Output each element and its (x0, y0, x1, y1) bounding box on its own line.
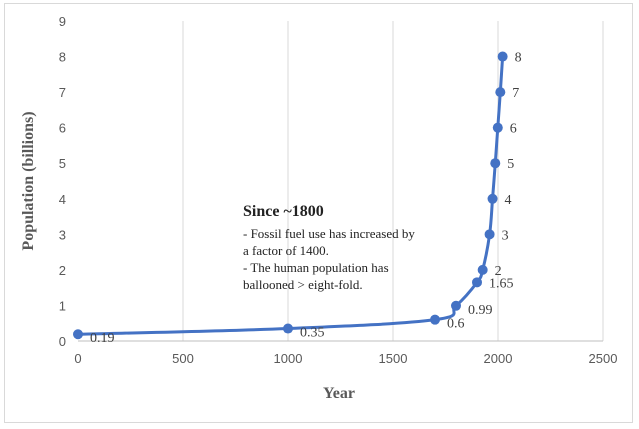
y-tick-label: 2 (59, 263, 66, 278)
annotation-box: Since ~1800 - Fossil fuel use has increa… (243, 203, 458, 293)
data-point (430, 314, 440, 325)
data-label: 0.19 (90, 331, 115, 346)
data-point (495, 87, 506, 98)
data-label: 3 (502, 228, 509, 243)
data-label: 5 (507, 157, 514, 172)
data-labels: 0.19 0.35 0.60.99 1.652 3 4 5 6 7 8 (90, 51, 522, 347)
x-tick-label: 1000 (274, 351, 303, 366)
x-axis-ticks: 0 500 1000 1500 2000 2500 (74, 351, 617, 366)
y-tick-label: 3 (59, 227, 66, 242)
data-label: 0.35 (300, 326, 325, 341)
data-label: 8 (515, 51, 522, 66)
x-tick-label: 2000 (484, 351, 513, 366)
y-tick-label: 5 (59, 156, 66, 171)
data-label: 4 (505, 193, 512, 208)
data-label: 7 (512, 86, 519, 101)
y-tick-label: 9 (59, 14, 66, 29)
data-point (472, 277, 482, 288)
data-point (451, 300, 461, 311)
annotation-line: - The human population has (243, 260, 389, 275)
x-tick-label: 2500 (589, 351, 618, 366)
annotation-line: ballooned > eight-fold. (243, 277, 363, 292)
y-tick-label: 4 (59, 192, 66, 207)
y-tick-label: 1 (59, 298, 66, 313)
data-label: 6 (510, 122, 517, 137)
data-point (497, 51, 508, 62)
series-population (73, 51, 508, 340)
data-point (492, 122, 503, 133)
annotation-line: - Fossil fuel use has increased by (243, 226, 415, 241)
y-axis-ticks: 0 1 2 3 4 5 6 7 8 9 (59, 14, 66, 349)
data-point (487, 193, 498, 204)
chart-frame (4, 3, 633, 423)
data-point (283, 323, 293, 334)
y-tick-label: 8 (59, 50, 66, 65)
annotation-line: a factor of 1400. (243, 243, 329, 258)
x-tick-label: 0 (74, 351, 81, 366)
data-label: 0.99 (468, 303, 493, 318)
data-point (484, 229, 495, 240)
x-tick-label: 500 (172, 351, 194, 366)
data-point (490, 158, 501, 169)
x-tick-label: 1500 (379, 351, 408, 366)
y-axis-title: Population (billions) (20, 111, 37, 250)
grid-lines (78, 21, 604, 342)
data-label: 1.65 (489, 276, 514, 291)
y-tick-label: 0 (59, 334, 66, 349)
y-tick-label: 6 (59, 121, 66, 136)
annotation-title: Since ~1800 (243, 203, 324, 220)
data-point (477, 264, 488, 275)
data-label: 0.6 (447, 317, 465, 332)
x-axis-title: Year (323, 385, 355, 402)
data-label: 2 (495, 264, 502, 279)
y-tick-label: 7 (59, 85, 66, 100)
data-point (73, 329, 83, 340)
